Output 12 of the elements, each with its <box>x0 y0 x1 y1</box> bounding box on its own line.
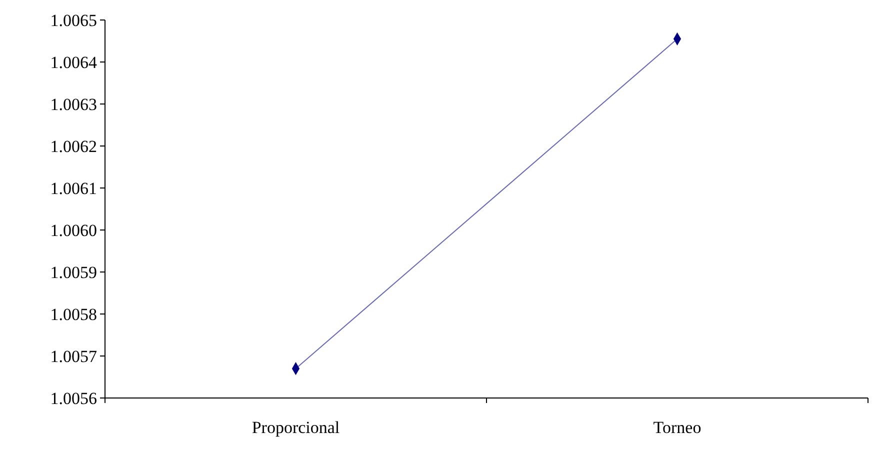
y-tick-label: 1.0061 <box>50 178 97 198</box>
y-tick-label: 1.0057 <box>50 346 98 366</box>
y-tick-label: 1.0058 <box>50 304 97 324</box>
y-tick-label: 1.0060 <box>50 220 97 240</box>
y-tick-label: 1.0064 <box>50 52 98 72</box>
y-tick-label: 1.0059 <box>50 262 97 282</box>
x-tick-label: Torneo <box>653 418 702 437</box>
y-tick-label: 1.0063 <box>50 94 97 114</box>
x-tick-label: Proporcional <box>252 418 340 437</box>
y-tick-label: 1.0062 <box>50 136 97 156</box>
y-tick-label: 1.0056 <box>50 388 97 408</box>
y-tick-label: 1.0065 <box>50 10 97 30</box>
